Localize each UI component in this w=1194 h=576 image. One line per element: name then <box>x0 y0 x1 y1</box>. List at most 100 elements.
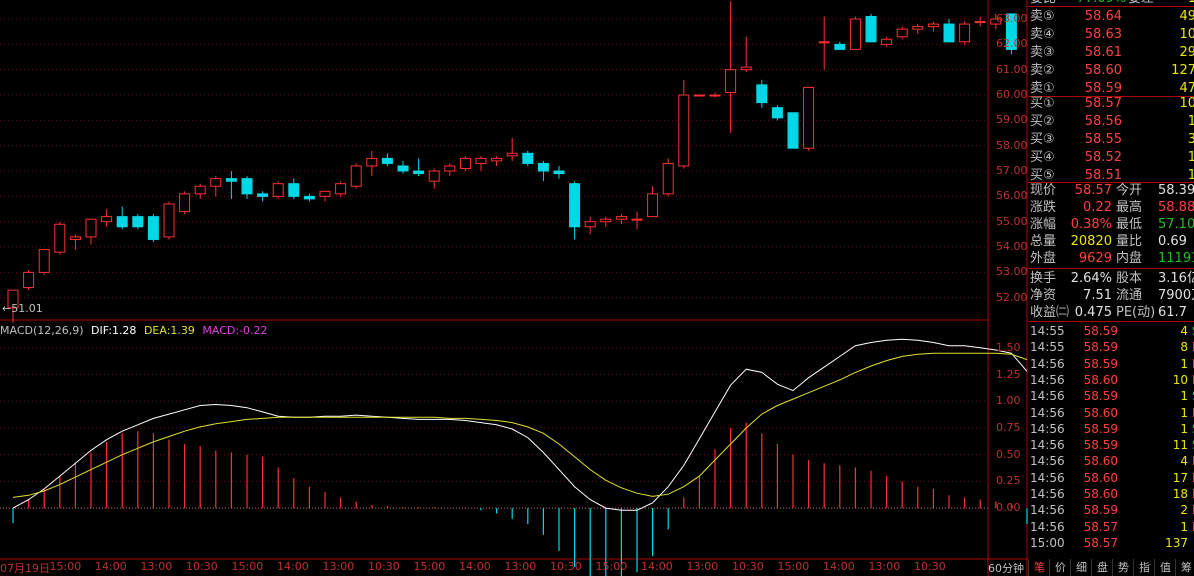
panel-tab[interactable]: 势 <box>1112 559 1134 576</box>
separator <box>1028 268 1194 269</box>
candle-body <box>849 18 861 50</box>
candle-body <box>959 23 971 43</box>
panel-tab[interactable]: 筹 <box>1175 559 1194 576</box>
buy-level-volume: 10 <box>1179 96 1194 111</box>
sell-level-row[interactable]: 卖① 58.59 47 <box>1028 80 1194 98</box>
tick-price: 58.59 <box>1083 389 1118 404</box>
sell-level-price: 58.61 <box>1084 45 1122 60</box>
candle-body <box>584 221 596 228</box>
panel-tab[interactable]: 笔 <box>1028 559 1050 576</box>
stat-value: 20820 <box>1070 234 1112 249</box>
buy-level-row[interactable]: 买③ 58.55 3 <box>1028 131 1194 149</box>
candle-body <box>210 178 222 187</box>
buy-level-label: 买① <box>1030 96 1055 111</box>
tick-side: B <box>1192 470 1194 486</box>
tick-time: 14:56 <box>1030 519 1065 534</box>
stat-value: 58.57 <box>1074 183 1112 198</box>
order-ratio-label: 委比 <box>1030 0 1056 8</box>
tick-time: 14:56 <box>1030 470 1065 485</box>
candle-body <box>272 183 284 197</box>
stat-value: 0.38% <box>1070 217 1112 232</box>
tick-side: B <box>1192 453 1194 469</box>
tick-volume: 17 <box>1172 470 1188 485</box>
sell-level-volume: 49 <box>1179 9 1194 24</box>
stat-value: 58.39 <box>1158 183 1194 198</box>
order-ratio-value: -77.09% <box>1072 0 1126 8</box>
stat-value: 61.7 <box>1158 305 1187 320</box>
panel-tab[interactable]: 价 <box>1049 559 1071 576</box>
order-diff-value: 1 <box>1156 0 1194 8</box>
tick-price: 58.59 <box>1083 356 1118 371</box>
candle-body <box>787 112 799 149</box>
stat-label: 股本 <box>1116 271 1143 286</box>
candle-body <box>974 21 986 24</box>
buy-level-row[interactable]: 买④ 58.52 1 <box>1028 149 1194 167</box>
macd-tick-label: 0.75 <box>996 420 1021 434</box>
buy-level-price: 58.56 <box>1084 114 1122 129</box>
time-tick-label: 10:30 <box>368 560 400 573</box>
candle-body <box>459 157 471 170</box>
stat-value: 0.475 <box>1074 305 1112 320</box>
buy-level-price: 58.55 <box>1084 132 1122 147</box>
candle-body <box>740 66 752 71</box>
time-tick-label: 07月19日 <box>0 562 50 575</box>
candle-body <box>896 28 908 38</box>
panel-tab[interactable]: 指 <box>1133 559 1155 576</box>
tick-side: S <box>1192 388 1194 404</box>
tick-side: S <box>1192 323 1194 339</box>
buy-level-row[interactable]: 买⑤ 58.51 1 <box>1028 167 1194 185</box>
trade-tick-row: 14:56 58.59 11 S <box>1028 437 1194 453</box>
stat-label: 外盘 <box>1030 251 1057 266</box>
candle-body <box>225 178 237 182</box>
trade-tick-row: 14:55 58.59 4S <box>1028 323 1194 339</box>
stat-value: 2.64% <box>1070 271 1112 286</box>
stat-value: 0.22 <box>1083 200 1112 215</box>
tick-price: 58.59 <box>1083 421 1118 436</box>
tick-price: 58.60 <box>1083 454 1118 469</box>
candle-body <box>132 216 144 228</box>
sell-level-row[interactable]: 卖④ 58.63 10 <box>1028 26 1194 44</box>
tick-price: 58.59 <box>1083 340 1118 355</box>
candle-body <box>990 18 1002 25</box>
candle-body <box>912 26 924 30</box>
candle-body <box>350 165 362 187</box>
quote-stat-row: 外盘 9629 内盘 11191 <box>1028 250 1194 267</box>
macd-tick-label: 1.00 <box>996 394 1021 408</box>
tick-time: 14:56 <box>1030 356 1065 371</box>
sell-level-volume: 10 <box>1179 27 1194 42</box>
panel-tab[interactable]: 值 <box>1154 559 1176 576</box>
candle-body <box>803 86 815 149</box>
candle-body <box>693 94 705 97</box>
sell-level-price: 58.64 <box>1084 9 1122 24</box>
stat-label: 收益㈡ <box>1030 305 1070 320</box>
stat-label: 现价 <box>1030 183 1057 198</box>
candle-body <box>881 38 893 45</box>
stat-label: 净资 <box>1030 288 1057 303</box>
stat-label: PE(动) <box>1116 305 1156 320</box>
sell-level-label: 卖④ <box>1030 27 1055 42</box>
sell-level-row[interactable]: 卖② 58.60 127 <box>1028 62 1194 80</box>
candle-body <box>662 162 674 195</box>
quote-stat-row: 收益㈡ 0.475 PE(动) 61.7 <box>1028 304 1194 321</box>
macd-legend: MACD(12,26,9) DIF:1.28 DEA:1.39 MACD:-0.… <box>0 324 268 337</box>
time-tick-label: 15:00 <box>49 560 82 573</box>
panel-tab[interactable]: 盘 <box>1091 559 1113 576</box>
tick-volume: 1 <box>1180 519 1188 534</box>
buy-level-row[interactable]: 买② 58.56 1 <box>1028 113 1194 131</box>
quote-stat-row: 净资 7.51 流通 7900万 <box>1028 287 1194 304</box>
buy-level-row[interactable]: 买① 58.57 10 <box>1028 95 1194 113</box>
period-selector[interactable]: 60分钟 <box>988 562 1024 575</box>
buy-level-label: 买② <box>1030 114 1055 129</box>
tick-side: B <box>1192 405 1194 421</box>
quote-stat-row: 涨跌 0.22 最高 58.88 <box>1028 199 1194 216</box>
tick-side: B <box>1192 356 1194 372</box>
sell-level-row[interactable]: 卖⑤ 58.64 49 <box>1028 8 1194 26</box>
dif-line <box>12 338 1028 511</box>
sell-level-row[interactable]: 卖③ 58.61 29 <box>1028 44 1194 62</box>
candle-body <box>397 165 409 172</box>
tick-time: 14:56 <box>1030 389 1065 404</box>
tick-price: 58.57 <box>1083 535 1118 550</box>
buy-level-volume: 1 <box>1187 168 1194 183</box>
panel-tab[interactable]: 细 <box>1070 559 1092 576</box>
